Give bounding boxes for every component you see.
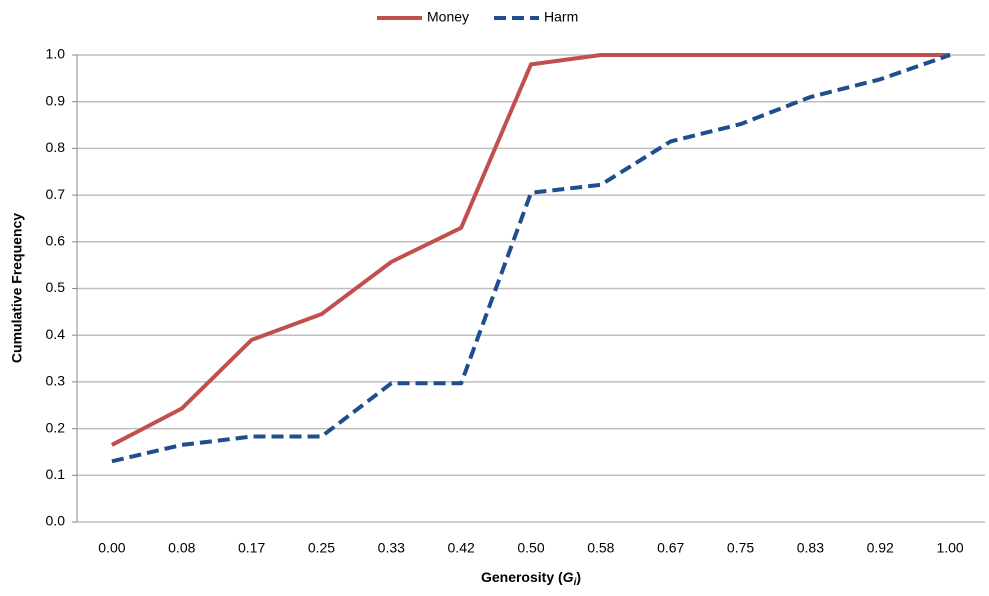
x-tick-label: 1.00 [936,540,963,556]
x-tick-label: 0.75 [727,540,754,556]
y-tick-label: 0.7 [46,186,66,202]
series-line [111,53,951,464]
y-tick-label: 0.2 [46,419,66,435]
x-tick-label: 0.42 [448,540,475,556]
series-line [110,53,951,447]
x-tick-label: 0.25 [308,540,335,556]
x-tick-label: 0.33 [378,540,405,556]
legend-label: Money [427,9,469,25]
legend-label: Harm [544,9,578,25]
x-tick-label: 0.92 [867,540,894,556]
y-tick-label: 0.8 [46,139,66,155]
x-tick-label: 0.17 [238,540,265,556]
x-tick-label: 0.67 [657,540,684,556]
x-tick-label: 0.00 [98,540,125,556]
x-label-text: Generosity ( [481,569,563,585]
x-label-symbol: G [563,569,574,585]
x-tick-label: 0.83 [797,540,824,556]
y-tick-label: 0.0 [46,513,66,529]
y-tick-label: 0.3 [46,373,66,389]
x-tick-label: 0.08 [168,540,195,556]
y-tick-label: 0.6 [46,233,66,249]
y-tick-label: 0.1 [46,466,66,482]
x-label-subscript: i [574,577,577,588]
y-tick-label: 1.0 [46,46,66,62]
x-tick-label: 0.58 [587,540,614,556]
y-axis-label: Cumulative Frequency [9,213,25,363]
x-label-close: ) [576,569,581,585]
y-tick-label: 0.5 [46,279,66,295]
y-tick-label: 0.9 [46,92,66,108]
y-tick-label: 0.4 [46,326,66,342]
x-tick-label: 0.50 [517,540,544,556]
x-axis-label: Generosity (Gi) [481,569,581,588]
